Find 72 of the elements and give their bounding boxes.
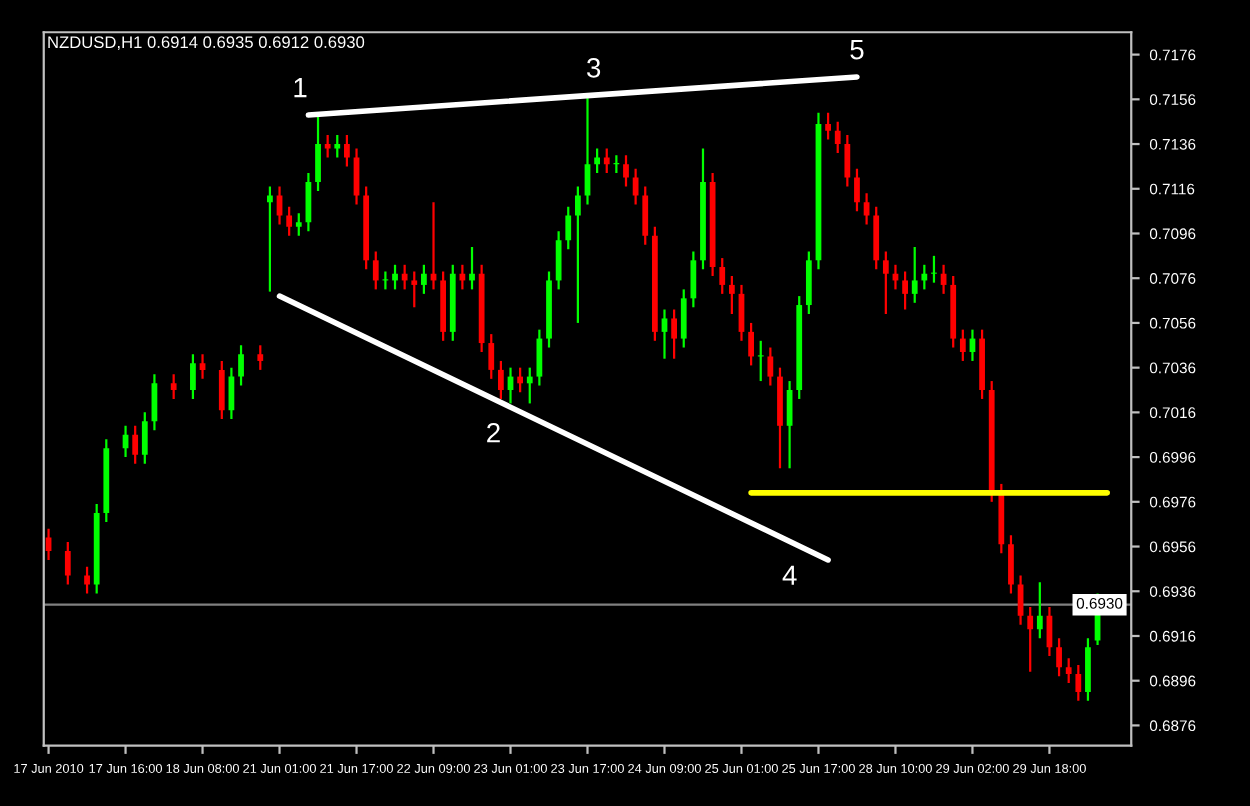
candlestick [757, 339, 764, 383]
candlestick [421, 263, 427, 295]
candlestick [536, 328, 543, 387]
candlestick [517, 366, 524, 394]
candlestick [1008, 534, 1014, 595]
candlestick [392, 263, 398, 291]
candlestick [257, 344, 264, 371]
candlestick [488, 333, 495, 380]
candlestick [623, 154, 629, 188]
candlestick [671, 308, 677, 360]
candlestick [728, 274, 735, 316]
candlestick [565, 205, 572, 251]
candlestick [276, 185, 283, 226]
candlestick [882, 250, 889, 316]
candlestick [680, 288, 687, 349]
candlestick [526, 366, 533, 405]
annotation: 3 [586, 57, 601, 78]
candlestick [1065, 657, 1072, 685]
candlestick [805, 250, 812, 316]
candlestick [1056, 637, 1062, 678]
candlestick [170, 373, 177, 401]
candlestick [199, 353, 206, 380]
chart-title: NZDUSD,H1 0.6914 0.6935 0.6912 0.6930 [48, 36, 365, 51]
candlestick [141, 411, 148, 465]
candlestick [1027, 605, 1034, 673]
candlestick [238, 344, 244, 387]
candlestick [661, 308, 668, 360]
candlestick [632, 167, 639, 206]
candlestick [902, 270, 908, 311]
candlestick [190, 353, 196, 401]
candlestick [84, 565, 90, 595]
candlestick [295, 212, 302, 237]
candlestick [603, 147, 610, 175]
candlestick [1085, 637, 1091, 702]
candlestick [469, 245, 475, 291]
candlestick [64, 540, 71, 586]
candlestick [411, 270, 418, 309]
candlestick [344, 133, 350, 168]
candlestick [218, 359, 225, 421]
candlestick [1036, 581, 1043, 640]
candlestick [132, 424, 139, 465]
candlestick [555, 230, 562, 291]
candlestick [748, 321, 754, 367]
candlestick [324, 133, 331, 159]
candlestick [642, 185, 649, 246]
candlestick [498, 359, 504, 401]
candlestick [286, 205, 293, 237]
candlestick [372, 250, 379, 291]
candlestick [863, 192, 870, 226]
candlestick [844, 133, 851, 188]
candlestick [594, 147, 601, 175]
candlestick [401, 263, 408, 291]
candlestick [873, 205, 880, 271]
candlestick [719, 256, 726, 295]
candlestick [921, 263, 928, 291]
candlestick [854, 167, 860, 213]
annotation: 5 [850, 40, 864, 60]
candlestick [574, 185, 581, 325]
candlestick [690, 250, 697, 309]
annotation: 4 [782, 565, 797, 585]
candlestick [825, 111, 831, 141]
candlestick [767, 346, 774, 387]
annotation: 2 [487, 422, 500, 443]
candlestick [931, 254, 937, 284]
candlestick [911, 245, 918, 304]
candlestick [267, 185, 273, 293]
candlestick [959, 328, 966, 363]
candlestick [334, 133, 341, 159]
candlestick [834, 120, 841, 155]
annotation: 1 [294, 78, 307, 98]
candlestick [315, 113, 321, 193]
candlestick [1075, 663, 1082, 702]
